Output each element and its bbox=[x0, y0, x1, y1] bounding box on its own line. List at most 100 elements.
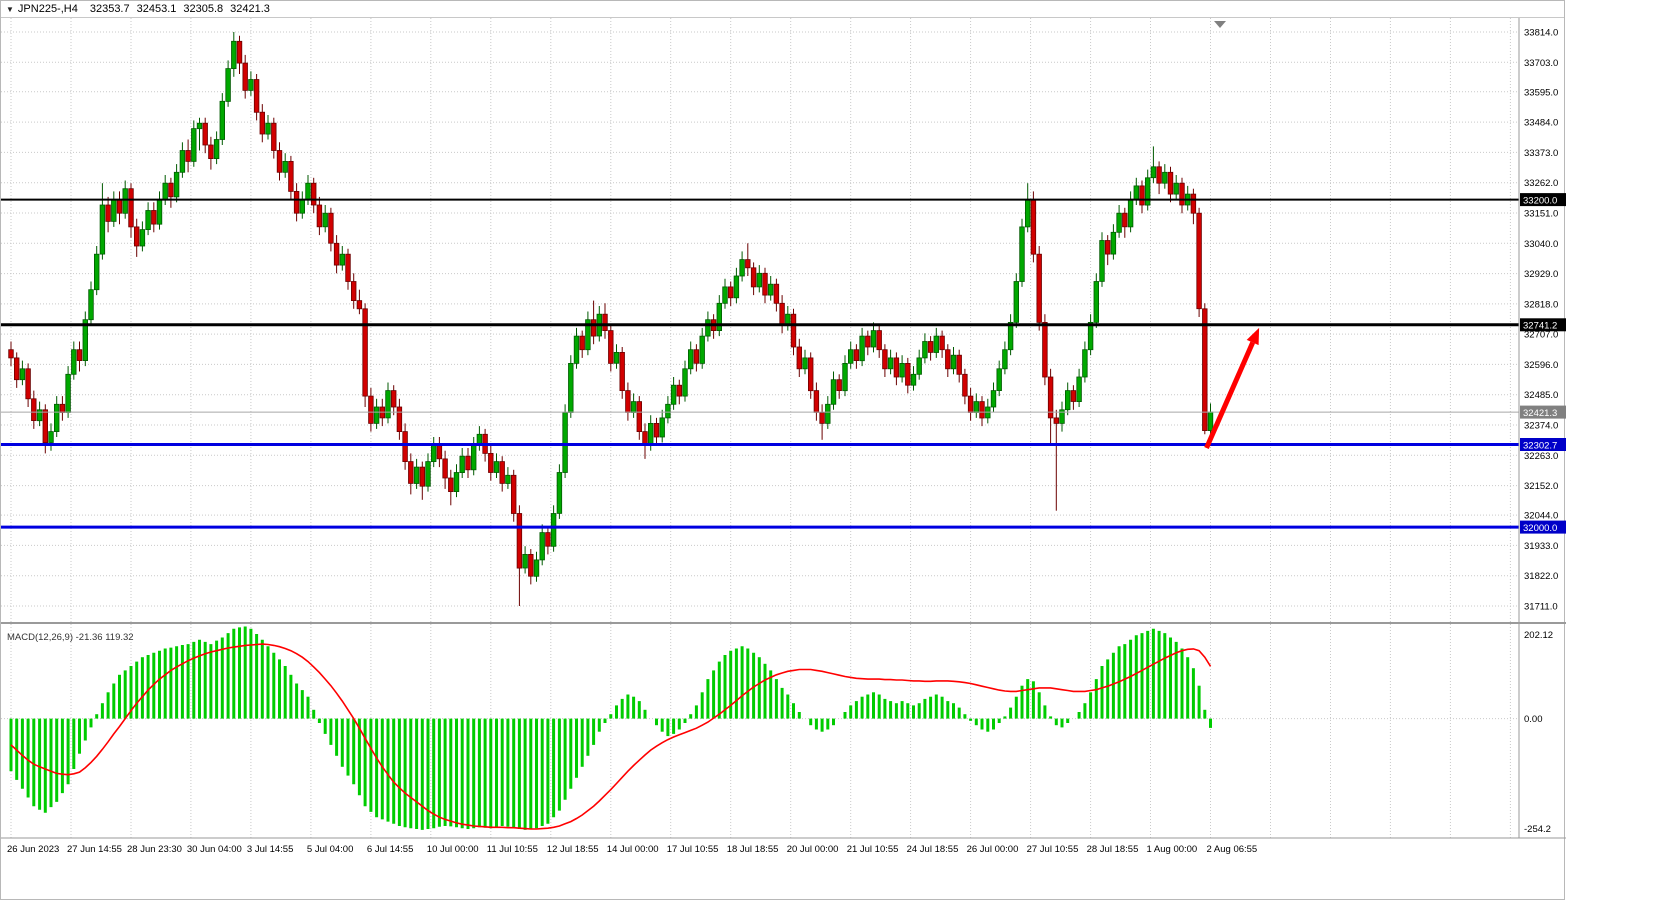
chart-canvas[interactable]: MACD(12,26,9) -21.36 119.32 202.12 0.00 -25… bbox=[1, 18, 1566, 898]
svg-text:-254.2: -254.2 bbox=[1524, 824, 1551, 835]
candle bbox=[762, 272, 768, 296]
candle bbox=[1190, 193, 1197, 214]
candle bbox=[225, 68, 231, 102]
candle bbox=[939, 335, 945, 351]
svg-text:32421.3: 32421.3 bbox=[1523, 408, 1557, 419]
candle bbox=[493, 461, 500, 473]
candle bbox=[390, 390, 397, 408]
candle bbox=[282, 160, 288, 173]
candle bbox=[350, 281, 357, 302]
candle bbox=[836, 379, 842, 392]
svg-text:33373.0: 33373.0 bbox=[1524, 148, 1558, 159]
candle bbox=[808, 357, 814, 392]
candle bbox=[648, 422, 654, 446]
svg-text:20 Jul 00:00: 20 Jul 00:00 bbox=[787, 844, 839, 855]
macd-indicator: MACD(12,26,9) -21.36 119.32 202.12 0.00 -25… bbox=[7, 626, 1553, 835]
svg-text:32374.0: 32374.0 bbox=[1524, 421, 1558, 432]
candle bbox=[1093, 281, 1099, 323]
candle bbox=[1110, 231, 1117, 255]
candle bbox=[950, 354, 957, 370]
candle bbox=[253, 79, 260, 113]
candle bbox=[830, 379, 837, 405]
macd-axis[interactable]: 202.12 0.00 -254.2 bbox=[1524, 630, 1553, 835]
svg-text:32596.0: 32596.0 bbox=[1524, 360, 1558, 371]
symbol-period-label: JPN225-,H4 bbox=[17, 3, 78, 15]
candle bbox=[779, 302, 785, 326]
svg-text:0.00: 0.00 bbox=[1524, 714, 1543, 725]
svg-text:21 Jul 10:55: 21 Jul 10:55 bbox=[847, 844, 899, 855]
candle bbox=[1053, 417, 1059, 424]
chart-info-bar: ▼ JPN225-,H4 32353.7 32453.1 32305.8 324… bbox=[1, 1, 1564, 18]
candle bbox=[202, 122, 208, 146]
candle bbox=[573, 335, 580, 364]
ohlc-high: 32453.1 bbox=[136, 3, 177, 15]
candle bbox=[448, 477, 454, 493]
svg-text:33200.0: 33200.0 bbox=[1523, 195, 1557, 206]
candle bbox=[870, 330, 877, 348]
candle bbox=[362, 308, 368, 397]
candle bbox=[619, 351, 625, 391]
trend-arrow[interactable] bbox=[1204, 327, 1260, 450]
candle bbox=[48, 431, 54, 443]
svg-text:202.12: 202.12 bbox=[1524, 630, 1553, 641]
candle bbox=[590, 319, 597, 337]
candle bbox=[699, 335, 705, 364]
svg-text:32302.7: 32302.7 bbox=[1523, 440, 1557, 451]
candle bbox=[705, 319, 711, 337]
candle bbox=[1025, 199, 1031, 228]
candle bbox=[733, 275, 740, 299]
candle bbox=[945, 349, 951, 370]
candle bbox=[82, 319, 88, 362]
chart-menu-icon[interactable]: ▼ bbox=[6, 4, 14, 14]
candle bbox=[76, 349, 83, 362]
candle bbox=[545, 532, 551, 547]
candle bbox=[373, 406, 380, 424]
candle bbox=[59, 403, 66, 413]
macd-label: MACD(12,26,9) -21.36 119.32 bbox=[7, 632, 134, 643]
candle bbox=[111, 199, 117, 222]
candle bbox=[539, 532, 545, 561]
candle bbox=[71, 349, 77, 375]
candle bbox=[139, 229, 146, 247]
svg-text:28 Jun 23:30: 28 Jun 23:30 bbox=[127, 844, 182, 855]
candle bbox=[368, 395, 374, 424]
candle bbox=[54, 403, 60, 432]
candle bbox=[499, 461, 505, 484]
candlestick-series bbox=[8, 32, 1214, 606]
candle bbox=[790, 313, 797, 348]
candle bbox=[133, 226, 140, 247]
candle bbox=[8, 349, 14, 359]
candle bbox=[1019, 226, 1025, 282]
candle bbox=[1042, 321, 1048, 378]
price-tag-32000.0: 32000.0 bbox=[1520, 520, 1566, 534]
candle bbox=[36, 409, 43, 422]
price-axis[interactable]: 33814.0 33703.0 33595.0 33484.0 33373.0 33262… bbox=[1520, 28, 1566, 613]
candle bbox=[556, 472, 563, 514]
time-axis[interactable]: 26 Jun 2023 27 Jun 14:55 28 Jun 23:30 30 Ju… bbox=[7, 844, 1257, 855]
candle bbox=[196, 122, 203, 130]
svg-text:31711.0: 31711.0 bbox=[1524, 602, 1558, 613]
candle bbox=[1047, 376, 1054, 419]
candle bbox=[396, 406, 403, 433]
candle bbox=[905, 362, 911, 386]
candle bbox=[151, 210, 157, 225]
svg-text:31822.0: 31822.0 bbox=[1524, 571, 1558, 582]
svg-text:32485.0: 32485.0 bbox=[1524, 390, 1558, 401]
svg-text:MACD(12,26,9) -21.36 119.32: MACD(12,26,9) -21.36 119.32 bbox=[7, 632, 134, 643]
candle bbox=[910, 373, 917, 386]
candle bbox=[1179, 182, 1185, 206]
svg-text:11 Jul 10:55: 11 Jul 10:55 bbox=[487, 844, 538, 855]
candle bbox=[579, 335, 585, 351]
svg-text:1 Aug 00:00: 1 Aug 00:00 bbox=[1147, 844, 1198, 855]
chart-shift-marker[interactable] bbox=[1214, 21, 1226, 28]
candle bbox=[179, 150, 186, 173]
candle bbox=[505, 474, 511, 484]
svg-text:14 Jul 00:00: 14 Jul 00:00 bbox=[607, 844, 659, 855]
svg-text:27 Jun 14:55: 27 Jun 14:55 bbox=[67, 844, 122, 855]
candle bbox=[625, 390, 631, 413]
candle bbox=[191, 128, 197, 162]
candle bbox=[585, 319, 591, 351]
candle bbox=[1059, 409, 1065, 424]
candle bbox=[385, 390, 391, 419]
candle bbox=[470, 444, 477, 471]
